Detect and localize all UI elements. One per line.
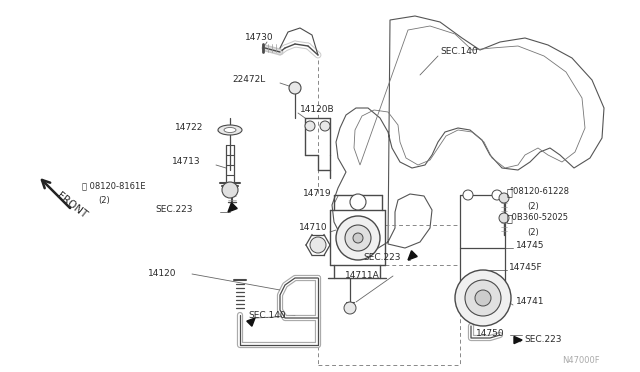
Text: Ⓢ: Ⓢ [507, 213, 513, 223]
Text: °08120-61228: °08120-61228 [509, 187, 569, 196]
Circle shape [463, 190, 473, 200]
Ellipse shape [218, 125, 242, 135]
Circle shape [499, 213, 509, 223]
Circle shape [475, 290, 491, 306]
Text: 14120B: 14120B [300, 106, 335, 115]
Text: 14745F: 14745F [509, 263, 543, 273]
Text: 14750: 14750 [476, 328, 504, 337]
Text: SEC.223: SEC.223 [363, 253, 401, 263]
Text: 14711A: 14711A [345, 272, 380, 280]
Circle shape [320, 121, 330, 131]
Circle shape [455, 270, 511, 326]
Circle shape [344, 302, 356, 314]
Polygon shape [514, 336, 522, 344]
Text: 14713: 14713 [172, 157, 200, 167]
Text: SEC.140: SEC.140 [248, 311, 285, 320]
Text: 14722: 14722 [175, 124, 204, 132]
Text: Ⓐ 08120-8161E: Ⓐ 08120-8161E [82, 182, 145, 190]
Text: SEC.223: SEC.223 [155, 205, 193, 215]
Text: 14120: 14120 [148, 269, 177, 279]
Polygon shape [247, 318, 255, 326]
Text: (2): (2) [527, 228, 539, 237]
Text: (2): (2) [98, 196, 109, 205]
Polygon shape [228, 203, 237, 212]
Circle shape [350, 194, 366, 210]
Text: 14745: 14745 [516, 241, 545, 250]
Circle shape [499, 193, 509, 203]
Text: 14741: 14741 [516, 298, 545, 307]
Text: 14710: 14710 [299, 224, 328, 232]
Circle shape [222, 182, 238, 198]
Circle shape [492, 190, 502, 200]
Circle shape [336, 216, 380, 260]
Ellipse shape [224, 128, 236, 132]
Circle shape [345, 225, 371, 251]
Text: 14730: 14730 [245, 33, 274, 42]
Circle shape [310, 237, 326, 253]
Text: 22472L: 22472L [232, 76, 265, 84]
Text: SEC.140: SEC.140 [440, 48, 477, 57]
Circle shape [353, 233, 363, 243]
Text: FRONT: FRONT [55, 190, 89, 220]
Text: SEC.223: SEC.223 [524, 336, 561, 344]
Polygon shape [408, 251, 417, 260]
Text: (2): (2) [527, 202, 539, 211]
Text: N47000F: N47000F [563, 356, 600, 365]
Circle shape [289, 82, 301, 94]
Text: 0B360-52025: 0B360-52025 [509, 214, 568, 222]
Circle shape [305, 121, 315, 131]
Text: Ⓐ: Ⓐ [507, 187, 513, 197]
Circle shape [465, 280, 501, 316]
Text: 14719: 14719 [303, 189, 332, 198]
